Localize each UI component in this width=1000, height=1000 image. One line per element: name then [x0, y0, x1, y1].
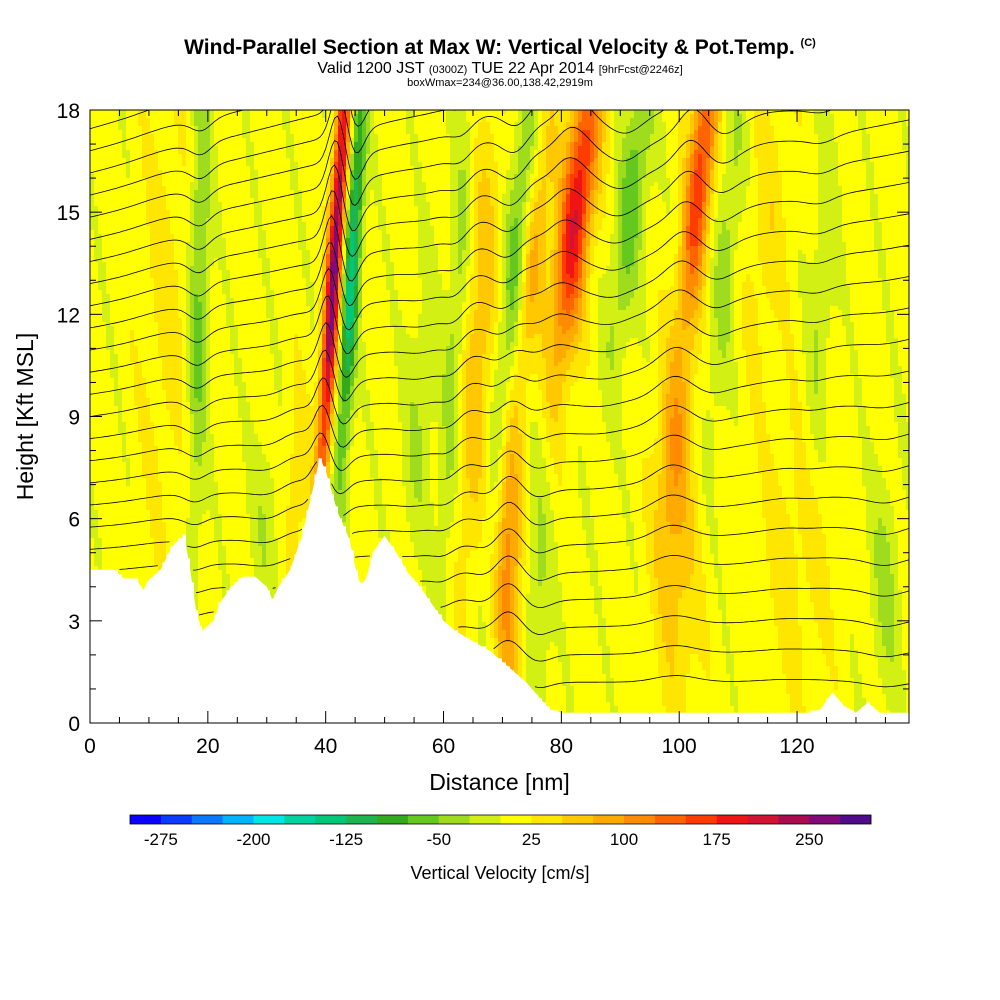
y-tick-label: 6	[68, 509, 80, 532]
chart-subtitle: Valid 1200 JST (0300Z) TUE 22 Apr 2014 […	[0, 60, 1000, 78]
y-tick-label: 0	[68, 713, 80, 736]
colorbar-label: Vertical Velocity [cm/s]	[0, 863, 1000, 884]
x-tick-label: 20	[196, 735, 219, 758]
y-tick-label: 3	[68, 611, 80, 634]
colorbar-swatch	[222, 815, 254, 824]
colorbar-swatch	[654, 815, 687, 824]
colorbar-swatch	[160, 815, 193, 824]
valid-time: Valid 1200 JST	[317, 60, 424, 77]
x-tick-label: 60	[432, 735, 455, 758]
chart-title: Wind-Parallel Section at Max W: Vertical…	[0, 36, 1000, 60]
colorbar-swatch	[346, 815, 378, 824]
colorbar-swatch	[840, 815, 872, 824]
colorbar-swatch	[562, 815, 594, 824]
valid-date: TUE 22 Apr 2014	[472, 60, 595, 77]
colorbar-tick-label: -200	[236, 830, 270, 849]
colorbar-swatch	[469, 815, 501, 824]
colorbar-tick-label: 25	[522, 830, 541, 849]
colorbar-swatch	[191, 815, 223, 824]
terrain	[90, 457, 909, 723]
colorbar-tick-label: -275	[144, 830, 178, 849]
colorbar-tick-label: 250	[795, 830, 823, 849]
utc-time: (0300Z)	[429, 64, 468, 76]
colorbar-swatch	[438, 815, 470, 824]
x-tick-label: 40	[314, 735, 337, 758]
x-tick-label: 80	[550, 735, 573, 758]
colorbar-tick-label: -125	[329, 830, 363, 849]
forecast-info: [9hrFcst@2246z]	[599, 64, 683, 76]
x-tick-label: 0	[84, 735, 96, 758]
y-axis-label: Height [Kft MSL]	[12, 333, 38, 500]
theta-contours	[90, 110, 909, 689]
y-tick-label: 9	[68, 407, 80, 430]
colorbar-swatch	[407, 815, 440, 824]
colorbar-swatch	[531, 815, 563, 824]
colorbar-swatch	[500, 815, 532, 824]
colorbar-swatch	[284, 815, 316, 824]
copyright-mark: (C)	[801, 37, 816, 49]
x-tick-label: 100	[662, 735, 697, 758]
colorbar-tick-label: -50	[426, 830, 451, 849]
x-tick-label: 120	[780, 735, 815, 758]
colorbar-swatch	[315, 815, 347, 824]
chart-title-text: Wind-Parallel Section at Max W: Vertical…	[184, 36, 795, 59]
colorbar-swatch	[377, 815, 409, 824]
colorbar-tick-label: 100	[610, 830, 638, 849]
colorbar-swatch	[624, 815, 656, 824]
colorbar-swatch	[130, 815, 162, 824]
colorbar-swatch	[778, 815, 810, 824]
colorbar-tick-label: 175	[702, 830, 730, 849]
colorbar-swatch	[593, 815, 625, 824]
colorbar-swatch	[747, 815, 779, 824]
colorbar-swatch	[253, 815, 285, 824]
y-tick-label: 18	[57, 100, 80, 123]
colorbar-swatch	[685, 815, 717, 824]
y-tick-label: 15	[57, 202, 80, 225]
colorbar-frame	[129, 814, 872, 825]
colorbar-swatch	[809, 815, 841, 824]
x-axis-label: Distance [nm]	[429, 769, 570, 795]
y-tick-label: 12	[57, 304, 80, 327]
box-wmax-info: boxWmax=234@36.00,138.42,2919m	[0, 77, 1000, 89]
colorbar-swatch	[716, 815, 748, 824]
